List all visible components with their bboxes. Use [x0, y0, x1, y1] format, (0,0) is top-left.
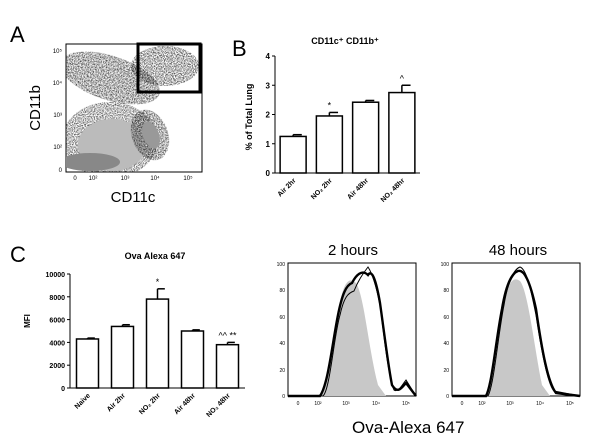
y-tick-label: 80 — [443, 288, 449, 294]
x-tick-label: 10³ — [506, 401, 514, 407]
significance-label: ^^ ** — [219, 330, 237, 340]
panel-c-y-label: MFI — [23, 314, 32, 328]
x-tick-label: 10² — [478, 401, 486, 407]
y-tick-label: 80 — [279, 288, 285, 294]
panel-a-x-label: CD11c — [111, 189, 156, 206]
category-label: NO₂ 48hr — [206, 392, 233, 419]
y-tick-label: 60 — [279, 315, 285, 321]
x-tick-label: 10⁴ — [150, 175, 160, 182]
panel-b-title: CD11c⁺ CD11b⁺ — [311, 36, 379, 46]
category-label: Air 2hr — [106, 392, 127, 413]
y-tick-label: 40 — [443, 341, 449, 347]
y-tick-label: 0 — [266, 169, 271, 178]
bar — [215, 343, 240, 389]
y-tick-label: 60 — [443, 315, 449, 321]
y-tick-label: 2 — [266, 111, 271, 120]
panel-c-bar-chart: Ova Alexa 647 MFI 0 2000 4000 6000 8000 10000… — [23, 251, 245, 419]
panel-c-title: Ova Alexa 647 — [125, 251, 186, 261]
y-tick-label: 0 — [59, 168, 63, 174]
panel-b-bar-chart: CD11c⁺ CD11b⁺ % of Total Lung 0 1 2 3 4 Air 2… — [244, 36, 420, 204]
y-tick-label: 0 — [446, 394, 449, 400]
x-tick-label: 10⁴ — [536, 401, 544, 407]
y-tick-label: 10⁵ — [53, 48, 63, 55]
y-tick-label: 4000 — [49, 340, 65, 347]
panel-a-y-ticks: 0 10² 10³ 10⁴ 10⁵ — [53, 48, 63, 174]
x-tick-label: 10⁵ — [566, 401, 574, 407]
histogram-48h-y-ticks: 0 20 40 60 80 100 — [441, 262, 450, 400]
y-tick-label: 10⁴ — [53, 80, 63, 87]
y-tick-label: 100 — [277, 262, 286, 268]
bar — [180, 330, 205, 389]
category-label: NO₂ 2hr — [138, 392, 162, 416]
bar — [110, 325, 135, 389]
x-tick-label: 10² — [314, 401, 322, 407]
category-label: NO₂ 2hr — [310, 177, 334, 201]
gate-box — [136, 42, 202, 94]
y-tick-label: 40 — [279, 341, 285, 347]
bar — [75, 338, 100, 389]
histogram-48h-x-ticks: 0 10² 10³ 10⁴ 10⁵ — [461, 401, 574, 407]
histogram-48-hours: 48 hours 0 20 40 60 80 100 0 10² 10³ 10⁴… — [441, 242, 581, 407]
x-tick-label: 0 — [461, 401, 464, 407]
panel-a-x-ticks: 0 10² 10³ 10⁴ 10⁵ — [73, 175, 193, 182]
histogram-2h-x-ticks: 0 10² 10³ 10⁴ 10⁵ — [297, 401, 410, 407]
naive-histogram-fill — [288, 280, 416, 396]
y-tick-label: 4 — [266, 52, 271, 61]
y-tick-label: 1 — [266, 140, 271, 149]
y-tick-label: 8000 — [49, 295, 65, 302]
x-tick-label: 0 — [73, 176, 77, 182]
no2-histogram-line — [288, 271, 417, 398]
x-tick-label: 10³ — [342, 401, 350, 407]
bar — [279, 135, 307, 174]
category-label: Naive — [74, 392, 92, 410]
y-tick-label: 0 — [61, 386, 65, 393]
y-tick-label: 10² — [53, 145, 62, 151]
category-label: NO₂ 48hr — [380, 177, 407, 204]
y-tick-label: 100 — [441, 262, 450, 268]
histogram-2h-y-ticks: 0 20 40 60 80 100 — [277, 262, 286, 400]
bar — [145, 298, 170, 389]
significance-label: * — [328, 100, 332, 110]
bar — [315, 115, 344, 174]
bar — [351, 101, 380, 174]
panel-a-flow-plot: 0 10² 10³ 10⁴ 10⁵ 0 10² 10³ 10⁴ 10⁵ CD11… — [27, 42, 203, 206]
y-tick-label: 0 — [282, 394, 285, 400]
panel-a-y-label: CD11b — [27, 85, 44, 131]
no2-histogram-line — [452, 269, 581, 398]
y-tick-label: 2000 — [49, 363, 65, 370]
naive-histogram-fill — [452, 279, 580, 396]
histogram-48h-title: 48 hours — [489, 242, 547, 259]
category-label: Air 2hr — [277, 177, 298, 198]
histogram-2h-title: 2 hours — [328, 242, 378, 259]
panel-letter-b: B — [232, 36, 247, 61]
x-tick-label: 10³ — [121, 176, 130, 182]
shared-x-label: Ova-Alexa 647 — [352, 418, 465, 437]
panel-b-y-label: % of Total Lung — [244, 84, 254, 151]
significance-label: ^ — [400, 73, 405, 83]
y-tick-label: 3 — [266, 81, 271, 90]
y-tick-label: 10³ — [53, 113, 62, 119]
panel-letter-c: C — [10, 242, 26, 267]
bar — [388, 91, 416, 174]
x-tick-label: 10² — [89, 176, 98, 182]
air-histogram-line — [288, 266, 417, 397]
y-tick-label: 20 — [443, 368, 449, 374]
category-label: Air 48hr — [173, 392, 197, 416]
x-tick-label: 0 — [297, 401, 300, 407]
y-tick-label: 10000 — [46, 272, 66, 279]
y-tick-label: 6000 — [49, 318, 65, 325]
x-tick-label: 10⁵ — [402, 401, 410, 407]
x-tick-label: 10⁵ — [183, 175, 193, 182]
category-label: Air 48hr — [346, 177, 370, 201]
y-tick-label: 20 — [279, 368, 285, 374]
panel-letter-a: A — [10, 22, 25, 47]
significance-label: * — [156, 277, 160, 287]
histogram-2-hours: 2 hours 0 20 40 60 80 100 0 10² 10³ 10⁴ … — [277, 242, 417, 407]
x-tick-label: 10⁴ — [372, 401, 380, 407]
flow-density-cloud — [66, 46, 199, 172]
